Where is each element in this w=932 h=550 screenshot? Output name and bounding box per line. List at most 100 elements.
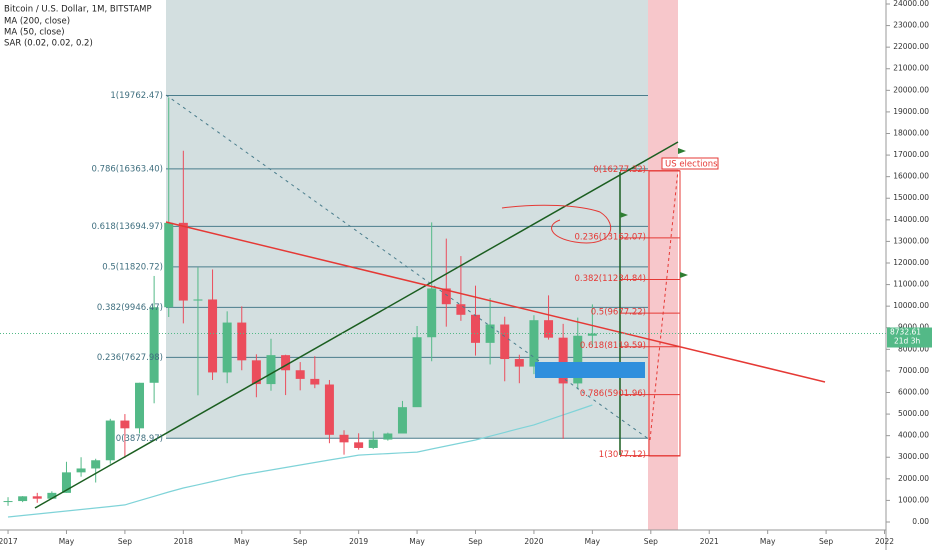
x-tick-label: May xyxy=(760,537,776,546)
candle-body xyxy=(412,337,422,408)
candle-body xyxy=(76,468,86,473)
x-tick-label: Sep xyxy=(644,537,658,546)
candle-body xyxy=(573,335,583,384)
candle-body xyxy=(237,322,247,361)
y-tick-label: 9000.00 xyxy=(898,323,929,332)
y-tick-label: 4000.00 xyxy=(898,431,929,440)
title: Bitcoin / U.S. Dollar, 1M, BITSTAMP xyxy=(4,5,152,15)
y-tick-label: 11000.00 xyxy=(893,280,929,289)
price-box xyxy=(887,327,932,348)
x-tick-label: 2018 xyxy=(174,537,193,546)
fib-label: 0.382(11234.84) xyxy=(574,274,646,284)
candle-body xyxy=(266,355,276,385)
candle-body xyxy=(529,320,539,367)
candle-body xyxy=(471,314,481,343)
x-tick-label: Sep xyxy=(468,537,482,546)
x-tick-label: May xyxy=(585,537,601,546)
trend-line xyxy=(34,141,679,509)
y-tick-label: 17000.00 xyxy=(893,150,929,159)
x-tick-label: 2019 xyxy=(349,537,368,546)
y-tick-label: 6000.00 xyxy=(898,387,929,396)
candle-body xyxy=(91,460,101,469)
candle-body xyxy=(208,299,218,373)
candle-body xyxy=(587,333,597,336)
x-tick-label: 2020 xyxy=(524,537,543,546)
y-tick-label: 15000.00 xyxy=(893,193,929,202)
candle-body xyxy=(18,496,28,502)
y-tick-label: 18000.00 xyxy=(893,128,929,137)
fib-label: 0.236(7627.98) xyxy=(97,353,163,363)
candle-body xyxy=(397,407,407,434)
fib-label: 0.382(9946.47) xyxy=(97,303,163,313)
annotation: US elections xyxy=(665,160,718,170)
candle-body xyxy=(149,307,159,383)
annotation-box xyxy=(661,157,719,170)
candle-body xyxy=(500,324,510,360)
fib-label: 1(3077.12) xyxy=(599,450,646,460)
ma-line xyxy=(7,404,593,518)
y-tick-label: 23000.00 xyxy=(893,21,929,30)
x-tick-label: 2021 xyxy=(700,537,719,546)
y-tick-label: 24000.00 xyxy=(893,0,929,8)
candle-body xyxy=(222,322,232,373)
flag xyxy=(680,272,688,280)
y-tick-label: 13000.00 xyxy=(893,236,929,245)
fib-label: 0.618(13694.97) xyxy=(91,222,163,232)
indicator: MA (200, close) xyxy=(4,17,70,27)
flag xyxy=(678,148,686,156)
x-tick-label: 2017 xyxy=(0,537,18,546)
candle-body xyxy=(324,384,334,435)
pink-shade xyxy=(648,0,678,530)
y-tick-label: 1000.00 xyxy=(898,495,929,504)
y-tick-label: 7000.00 xyxy=(898,366,929,375)
y-tick-label: 16000.00 xyxy=(893,172,929,181)
candle-body xyxy=(427,288,437,338)
fib-trend xyxy=(165,94,651,441)
candle-body xyxy=(441,288,451,305)
candle-body xyxy=(32,496,42,499)
candle-body xyxy=(281,355,291,371)
candle-body xyxy=(193,299,203,301)
price-label: 8732.61 xyxy=(890,328,921,337)
y-tick-label: 21000.00 xyxy=(893,64,929,73)
candle-body xyxy=(514,359,524,367)
y-tick-label: 3000.00 xyxy=(898,452,929,461)
candle-body xyxy=(383,433,393,440)
fib-label: 0.786(5901.96) xyxy=(580,389,646,399)
candle-body xyxy=(339,434,349,443)
indicator: MA (50, close) xyxy=(4,28,65,38)
candle-body xyxy=(544,320,554,338)
y-tick-label: 19000.00 xyxy=(893,107,929,116)
candle-body xyxy=(47,492,57,499)
candle-body xyxy=(135,382,145,429)
candle-body xyxy=(485,324,495,343)
candle-body xyxy=(3,501,13,503)
fib-label: 0(3878.97) xyxy=(116,434,163,444)
x-tick-label: May xyxy=(234,537,250,546)
y-tick-label: 14000.00 xyxy=(893,215,929,224)
fib-label: 0.5(9677.22) xyxy=(591,308,646,318)
candle-body xyxy=(251,360,261,385)
indicator: SAR (0.02, 0.02, 0.2) xyxy=(4,39,93,49)
candle-body xyxy=(120,420,130,429)
measure-box xyxy=(535,362,645,378)
x-tick-label: May xyxy=(59,537,75,546)
y-tick-label: 2000.00 xyxy=(898,474,929,483)
fib-label: 1(19762.47) xyxy=(110,91,163,101)
candle-body xyxy=(558,337,568,384)
candle-body xyxy=(368,439,378,448)
y-tick-label: 12000.00 xyxy=(893,258,929,267)
candle-body xyxy=(354,442,364,448)
x-tick-label: May xyxy=(409,537,425,546)
fib-label: 0.5(11820.72) xyxy=(102,262,163,272)
x-tick-label: Sep xyxy=(118,537,132,546)
y-tick-label: 5000.00 xyxy=(898,409,929,418)
candle-body xyxy=(295,370,305,379)
x-tick-label: Sep xyxy=(293,537,307,546)
y-tick-label: 0.00 xyxy=(912,517,929,526)
y-tick-label: 22000.00 xyxy=(893,42,929,51)
y-tick-label: 10000.00 xyxy=(893,301,929,310)
candle-body xyxy=(310,378,320,385)
fib-label: 0.618(8119.59) xyxy=(580,341,646,351)
